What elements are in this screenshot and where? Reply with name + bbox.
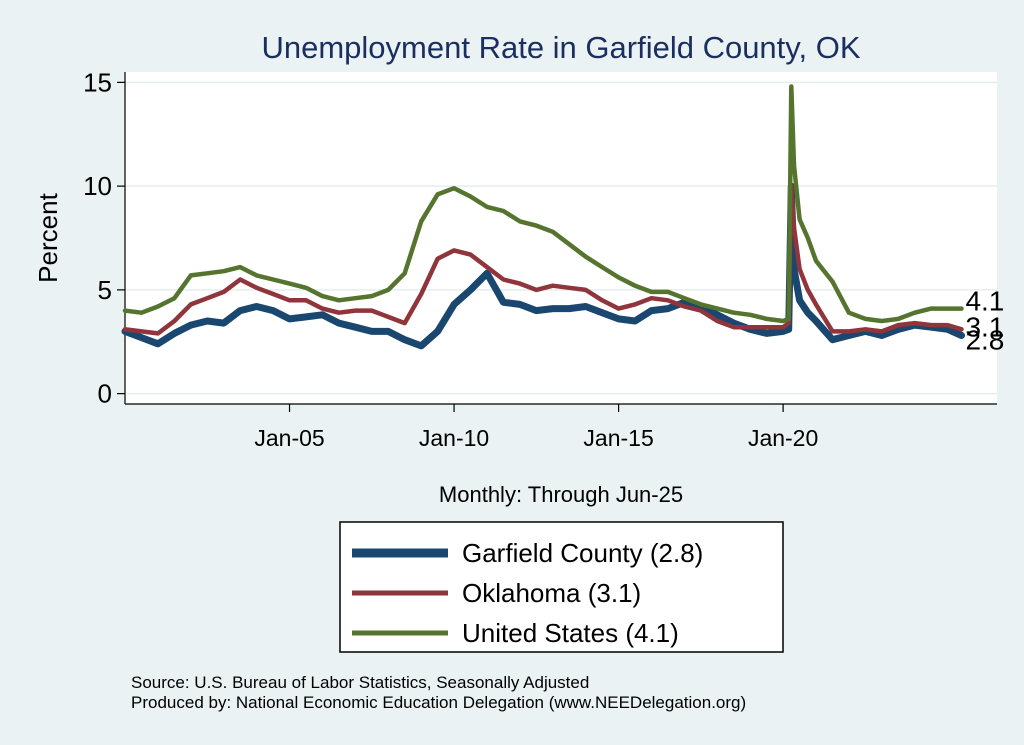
series-line-2 [122,84,964,324]
y-tick-label: 5 [98,275,112,305]
y-tick-label: 15 [83,67,112,97]
axes: 0 5 10 15 Jan-05 Jan-10 Jan-15 Jan-20 [83,67,997,451]
legend-label-1: Oklahoma (3.1) [462,578,641,608]
end-label-2: 4.1 [965,286,1004,317]
y-axis-label: Percent [33,192,63,282]
end-label-1: 3.1 [965,311,1004,342]
x-tick-label: Jan-10 [419,425,489,451]
x-tick-label: Jan-20 [748,425,818,451]
y-tick-label: 10 [83,171,112,201]
series-lines [121,84,965,350]
end-label-0: 2.8 [965,325,1004,356]
legend: Garfield County (2.8) Oklahoma (3.1) Unite… [339,521,784,653]
end-labels: 2.83.14.1 [965,286,1004,356]
legend-label-2: United States (4.1) [462,618,679,648]
x-tick-label: Jan-15 [583,425,653,451]
chart-title: Unemployment Rate in Garfield County, OK [261,30,860,65]
x-tick-label: Jan-05 [254,425,324,451]
x-axis-label: Monthly: Through Jun-25 [439,482,683,507]
series-line-0 [121,182,965,350]
legend-box [339,521,784,653]
source-line: Source: U.S. Bureau of Labor Statistics,… [131,673,590,692]
producer-line: Produced by: National Economic Education… [131,693,747,712]
legend-label-0: Garfield County (2.8) [462,538,703,568]
y-tick-label: 0 [98,379,112,409]
series-line-1 [122,183,964,336]
grid [125,81,997,395]
